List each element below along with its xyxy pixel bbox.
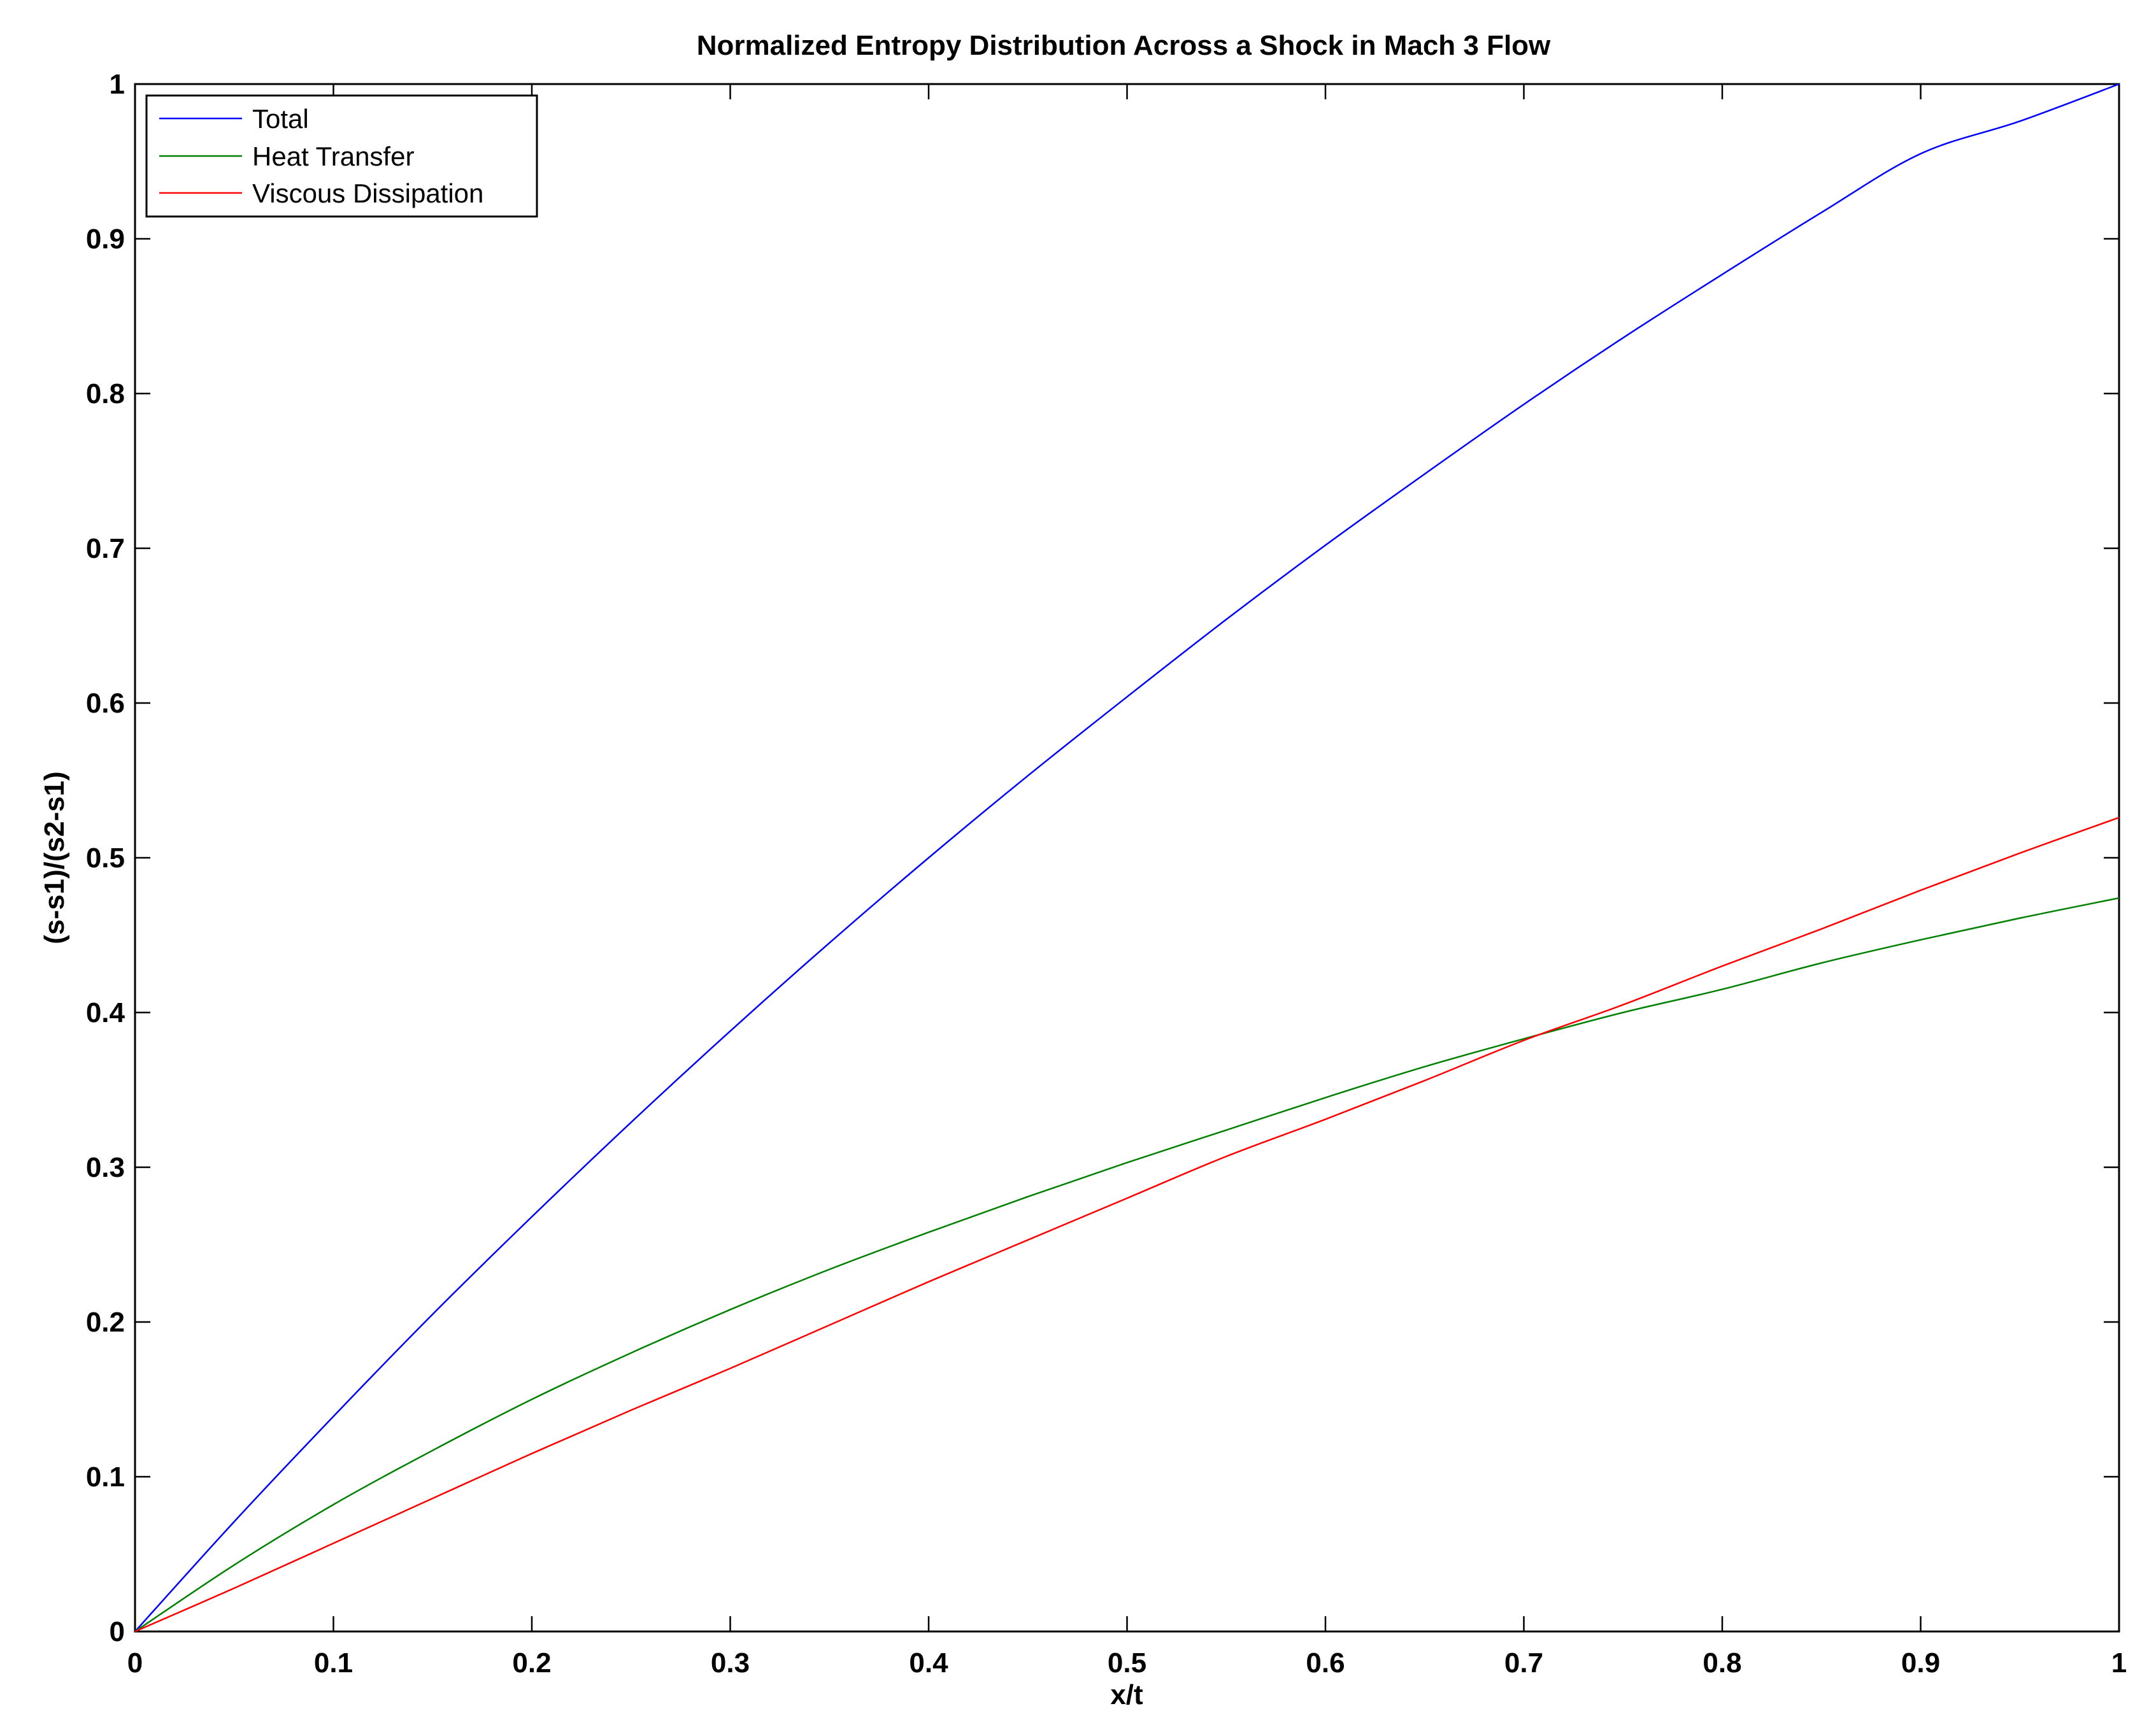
x-tick-label: 0 <box>127 1647 143 1679</box>
x-tick-label: 0.9 <box>1901 1647 1940 1679</box>
y-tick-label: 0 <box>110 1616 125 1647</box>
y-tick-label: 0.7 <box>86 533 125 564</box>
x-tick-label: 0.2 <box>512 1647 551 1679</box>
legend-entry-total: Total <box>159 104 309 134</box>
legend: Total Heat Transfer Viscous Dissipation <box>145 94 538 218</box>
x-tick-label: 0.5 <box>1108 1647 1146 1679</box>
y-axis-label: (s-s1)/(s2-s1) <box>39 771 70 944</box>
y-tick-label: 0.2 <box>86 1307 125 1338</box>
legend-label-heat-transfer: Heat Transfer <box>252 141 414 171</box>
x-tick-label: 0.4 <box>909 1647 948 1679</box>
legend-box <box>145 94 538 218</box>
y-tick-label: 0.3 <box>86 1152 125 1183</box>
y-tick-label: 0.6 <box>86 688 125 719</box>
x-tick-label: 0.1 <box>314 1647 353 1679</box>
y-tick-label: 0.5 <box>86 842 125 874</box>
series-line-viscous-dissipation <box>134 816 2120 1633</box>
legend-entry-viscous-dissipation: Viscous Dissipation <box>159 178 483 208</box>
y-tick-label: 1 <box>110 69 125 100</box>
y-tick-label: 0.8 <box>86 378 125 409</box>
legend-entry-heat-transfer: Heat Transfer <box>159 141 414 171</box>
x-tick-label: 0.8 <box>1703 1647 1741 1679</box>
plot-frame <box>134 83 2120 1633</box>
series-layer <box>134 83 2120 1633</box>
x-tick-label: 0.6 <box>1306 1647 1345 1679</box>
x-tick-label: 1 <box>2111 1647 2127 1679</box>
plot-area <box>134 83 2120 1633</box>
series-line-heat-transfer <box>134 897 2120 1633</box>
series-line-total <box>134 83 2120 1632</box>
x-axis-label: x/t <box>1110 1679 1143 1710</box>
chart-title: Normalized Entropy Distribution Across a… <box>697 30 1551 61</box>
x-tick-label: 0.7 <box>1504 1647 1543 1679</box>
x-axis-ticks: 0 0.1 0.2 0.3 0.4 0.5 0.6 0.7 0.8 0.9 1 <box>127 84 2127 1679</box>
y-tick-label: 0.9 <box>86 224 125 255</box>
y-tick-label: 0.4 <box>86 997 125 1028</box>
y-tick-label: 0.1 <box>86 1461 125 1493</box>
y-axis-ticks: 0 0.1 0.2 0.3 0.4 0.5 0.6 0.7 0.8 0.9 1 <box>86 69 2119 1647</box>
x-tick-label: 0.3 <box>711 1647 750 1679</box>
legend-label-viscous-dissipation: Viscous Dissipation <box>252 178 483 208</box>
legend-label-total: Total <box>252 104 309 134</box>
